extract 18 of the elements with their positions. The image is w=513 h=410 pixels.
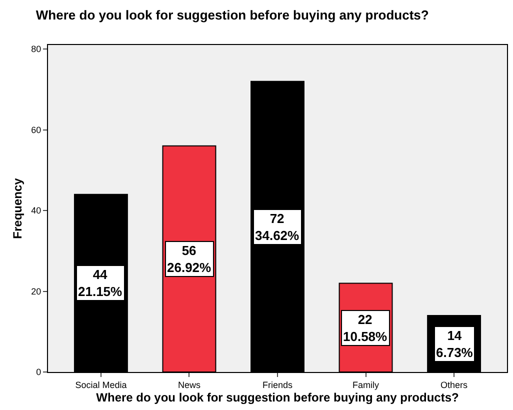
y-tick-label: 80 [31, 44, 42, 54]
x-tick-label: Family [352, 380, 380, 390]
y-axis-title: Frequency [10, 178, 24, 239]
data-label: 56 26.92% [167, 243, 212, 275]
y-tick-label: 40 [31, 206, 42, 216]
x-tick-label: Others [440, 380, 468, 390]
data-label: 14 6.73% [436, 328, 474, 360]
x-tick-label: News [178, 380, 201, 390]
data-label: 44 21.15% [78, 267, 123, 299]
y-tick-label: 0 [36, 367, 42, 378]
y-tick-label: 20 [31, 286, 42, 296]
data-label: 22 10.58% [343, 312, 388, 344]
data-label: 72 34.62% [255, 211, 300, 243]
x-tick-label: Social Media [75, 380, 127, 390]
chart-title: Where do you look for suggestion before buying any products? [36, 7, 429, 22]
x-axis-title: Where do you look for suggestion before buying any products? [96, 390, 459, 405]
x-tick-label: Friends [262, 380, 293, 390]
y-tick-label: 60 [31, 124, 42, 135]
